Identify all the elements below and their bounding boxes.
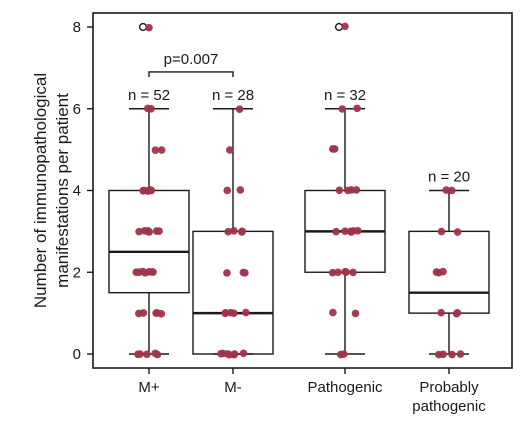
data-point bbox=[336, 350, 345, 359]
data-point bbox=[230, 350, 238, 359]
n-label: n = 52 bbox=[128, 87, 170, 104]
y-axis-label: Number of immunopathological manifestatio… bbox=[31, 73, 72, 308]
data-point bbox=[442, 186, 450, 194]
significance-label: p=0.007 bbox=[164, 51, 219, 68]
data-point bbox=[230, 309, 238, 317]
data-point bbox=[353, 227, 362, 235]
data-point bbox=[332, 227, 340, 236]
data-point bbox=[236, 186, 245, 194]
data-point bbox=[223, 186, 232, 195]
data-point bbox=[242, 308, 250, 317]
data-point bbox=[148, 268, 156, 276]
data-point bbox=[447, 186, 456, 195]
data-point bbox=[134, 268, 143, 276]
x-tick-label: pathogenic bbox=[412, 398, 486, 415]
data-point bbox=[143, 104, 152, 113]
y-tick-label: 6 bbox=[73, 101, 81, 118]
data-point bbox=[238, 227, 247, 236]
data-point bbox=[139, 309, 148, 317]
data-point bbox=[437, 308, 445, 317]
data-point bbox=[335, 186, 344, 195]
y-tick-label: 0 bbox=[73, 346, 81, 363]
x-tick-label: Probably bbox=[419, 379, 479, 396]
data-point bbox=[349, 268, 357, 277]
data-point bbox=[351, 309, 360, 318]
data-point bbox=[439, 267, 447, 276]
data-point bbox=[221, 308, 230, 317]
data-point bbox=[151, 146, 160, 155]
data-point bbox=[140, 186, 148, 195]
data-point bbox=[347, 186, 356, 194]
box bbox=[408, 230, 490, 314]
y-axis-label-line: Number of immunopathological bbox=[31, 73, 50, 308]
data-point bbox=[330, 145, 339, 153]
data-point bbox=[152, 309, 160, 317]
n-label: n = 20 bbox=[428, 169, 470, 186]
y-tick-label: 4 bbox=[73, 183, 81, 200]
n-label: n = 28 bbox=[212, 87, 254, 104]
data-point bbox=[448, 350, 456, 359]
box bbox=[192, 230, 274, 355]
data-point bbox=[341, 22, 349, 31]
data-point bbox=[434, 350, 443, 359]
box bbox=[108, 189, 190, 294]
data-point bbox=[239, 268, 248, 277]
y-axis-label-line: manifestations per patient bbox=[53, 93, 72, 288]
data-point bbox=[437, 227, 446, 236]
data-point bbox=[223, 269, 231, 277]
x-tick-label: M- bbox=[224, 379, 242, 396]
data-point bbox=[226, 146, 234, 154]
data-point bbox=[347, 228, 355, 236]
group-3 bbox=[408, 189, 490, 355]
data-point bbox=[334, 268, 342, 277]
data-point bbox=[456, 350, 465, 358]
data-point bbox=[341, 267, 350, 276]
n-label: n = 32 bbox=[324, 87, 366, 104]
data-point bbox=[341, 227, 349, 235]
data-point bbox=[235, 105, 244, 113]
data-point bbox=[155, 227, 163, 235]
data-point bbox=[224, 227, 232, 236]
data-point bbox=[328, 268, 337, 277]
x-tick-label: M+ bbox=[138, 379, 159, 396]
data-point bbox=[145, 23, 153, 32]
x-tick-label: Pathogenic bbox=[307, 379, 383, 396]
data-point bbox=[452, 309, 461, 318]
data-point bbox=[136, 350, 144, 358]
data-point bbox=[157, 146, 166, 154]
data-point bbox=[453, 228, 462, 236]
data-point bbox=[353, 104, 361, 113]
data-point bbox=[239, 349, 248, 358]
y-tick-label: 2 bbox=[73, 264, 81, 281]
data-point bbox=[230, 226, 238, 235]
data-point bbox=[141, 269, 149, 277]
data-point bbox=[153, 350, 162, 359]
data-point bbox=[329, 308, 337, 317]
y-tick-label: 8 bbox=[73, 19, 81, 36]
data-point bbox=[338, 105, 347, 113]
significance-bracket bbox=[148, 71, 234, 77]
data-point bbox=[145, 228, 153, 236]
data-point bbox=[217, 349, 225, 358]
data-point bbox=[143, 350, 151, 359]
